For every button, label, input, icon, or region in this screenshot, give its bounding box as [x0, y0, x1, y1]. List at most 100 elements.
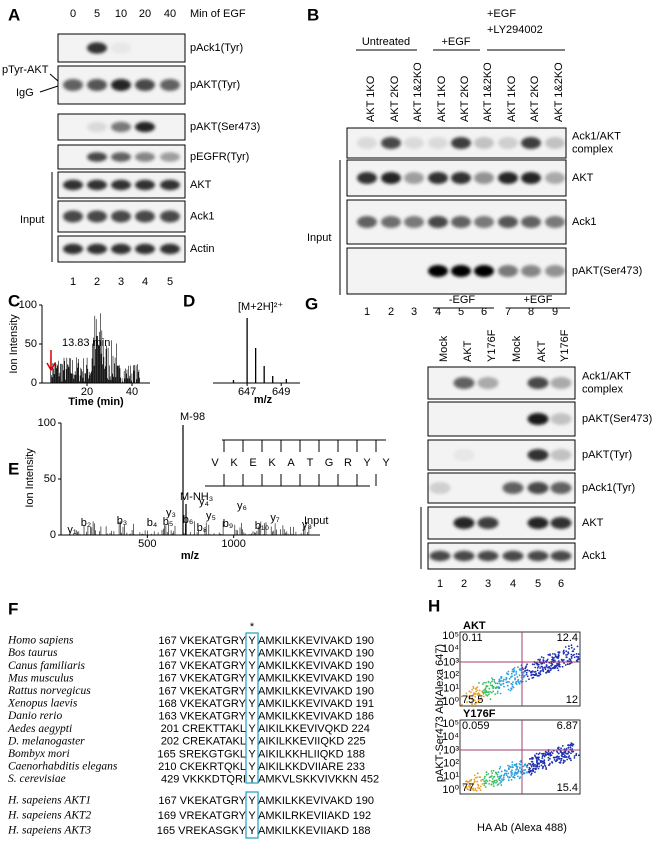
cell [500, 784, 503, 786]
cell [564, 646, 567, 648]
band [527, 517, 549, 529]
band [545, 265, 565, 277]
y-tick-label: 10⁴ [442, 643, 459, 655]
cell [488, 779, 491, 782]
band [87, 179, 107, 191]
cell [473, 781, 476, 784]
cell [496, 773, 499, 776]
sequence-left: 167 VKEKATGRY [158, 685, 246, 697]
site-box [245, 632, 259, 784]
x-axis-label: m/z [181, 550, 200, 562]
cell [569, 662, 572, 665]
cell [528, 678, 530, 681]
band [87, 152, 107, 162]
species: H. sapeiens AKT3 [7, 825, 91, 837]
cell [489, 682, 492, 684]
cell [542, 656, 545, 659]
cell [466, 701, 468, 704]
band [160, 210, 180, 223]
panel-label: C [8, 291, 20, 310]
b-ion: b₄ [147, 517, 158, 529]
quadrant-value: 12.4 [557, 632, 578, 644]
y-ion: y₈ [302, 519, 312, 531]
cell [571, 750, 574, 753]
band [521, 172, 541, 184]
cell [495, 686, 498, 688]
species: Mus musculus [7, 672, 74, 684]
sequence-left: 429 VKKKDTQRI [161, 774, 246, 786]
cell [502, 779, 504, 782]
cell [570, 653, 573, 656]
cell [519, 766, 521, 769]
cell [541, 667, 544, 669]
species: Homo sapiens [7, 635, 74, 647]
cell [510, 774, 513, 777]
cell [542, 752, 545, 755]
input-label: Input [307, 232, 331, 244]
cell [549, 762, 551, 765]
cell [492, 687, 494, 690]
cell [511, 761, 514, 763]
y-tick-label: 10¹ [443, 683, 459, 695]
band [453, 377, 475, 389]
cell [562, 759, 565, 762]
plot-title: Y176F [463, 708, 496, 720]
cell [573, 648, 576, 650]
cell [567, 750, 570, 753]
quadrant-value: 15.4 [557, 782, 578, 794]
cell [510, 773, 513, 775]
cell [481, 783, 484, 785]
cell [488, 693, 490, 696]
cell [550, 664, 552, 667]
residue: K [230, 457, 238, 469]
residue: Y [382, 457, 390, 469]
y-tick-label: 50 [44, 473, 56, 485]
cell [469, 783, 471, 785]
cell [516, 676, 519, 678]
cell [543, 764, 546, 766]
cell [523, 675, 525, 678]
cell [519, 770, 522, 773]
cell [503, 678, 505, 681]
band [550, 550, 572, 562]
sequence-left: 167 VKEKATGRY [158, 795, 246, 807]
cell [487, 691, 490, 694]
cell [509, 689, 512, 692]
group-label: -EGF [449, 294, 476, 306]
residue: E [249, 457, 256, 469]
band [404, 172, 424, 184]
cell [544, 666, 546, 669]
x-axis-label: m/z [254, 394, 273, 406]
cell [490, 783, 493, 786]
y-tick-label: 10² [443, 758, 459, 770]
cell [542, 669, 544, 671]
sequence-right: AMKILKKEVIVAKD 190 [258, 795, 374, 807]
cell [525, 673, 528, 676]
cell [544, 754, 547, 756]
b-ion: b₂ [81, 517, 91, 529]
cell [529, 770, 532, 772]
cell [498, 682, 501, 685]
cell [546, 670, 549, 673]
time-label: 40 [164, 8, 176, 20]
cell [534, 674, 537, 676]
band [502, 482, 524, 494]
band [477, 550, 499, 562]
blot-label: pAKT(Tyr) [582, 449, 632, 461]
cell [485, 689, 487, 692]
cell [491, 772, 493, 775]
cell [492, 690, 495, 693]
cell [528, 762, 530, 765]
cell [571, 744, 574, 747]
band [550, 482, 572, 494]
band [428, 265, 448, 277]
group-label: +EGF [523, 294, 552, 306]
cell [535, 752, 538, 755]
cell [472, 787, 474, 790]
cell [552, 667, 554, 670]
cell [515, 673, 518, 675]
sequence-right: AMKILKKEVIVAKD 190 [258, 660, 374, 672]
cell [491, 780, 494, 783]
band [453, 517, 475, 529]
cell [541, 760, 543, 763]
